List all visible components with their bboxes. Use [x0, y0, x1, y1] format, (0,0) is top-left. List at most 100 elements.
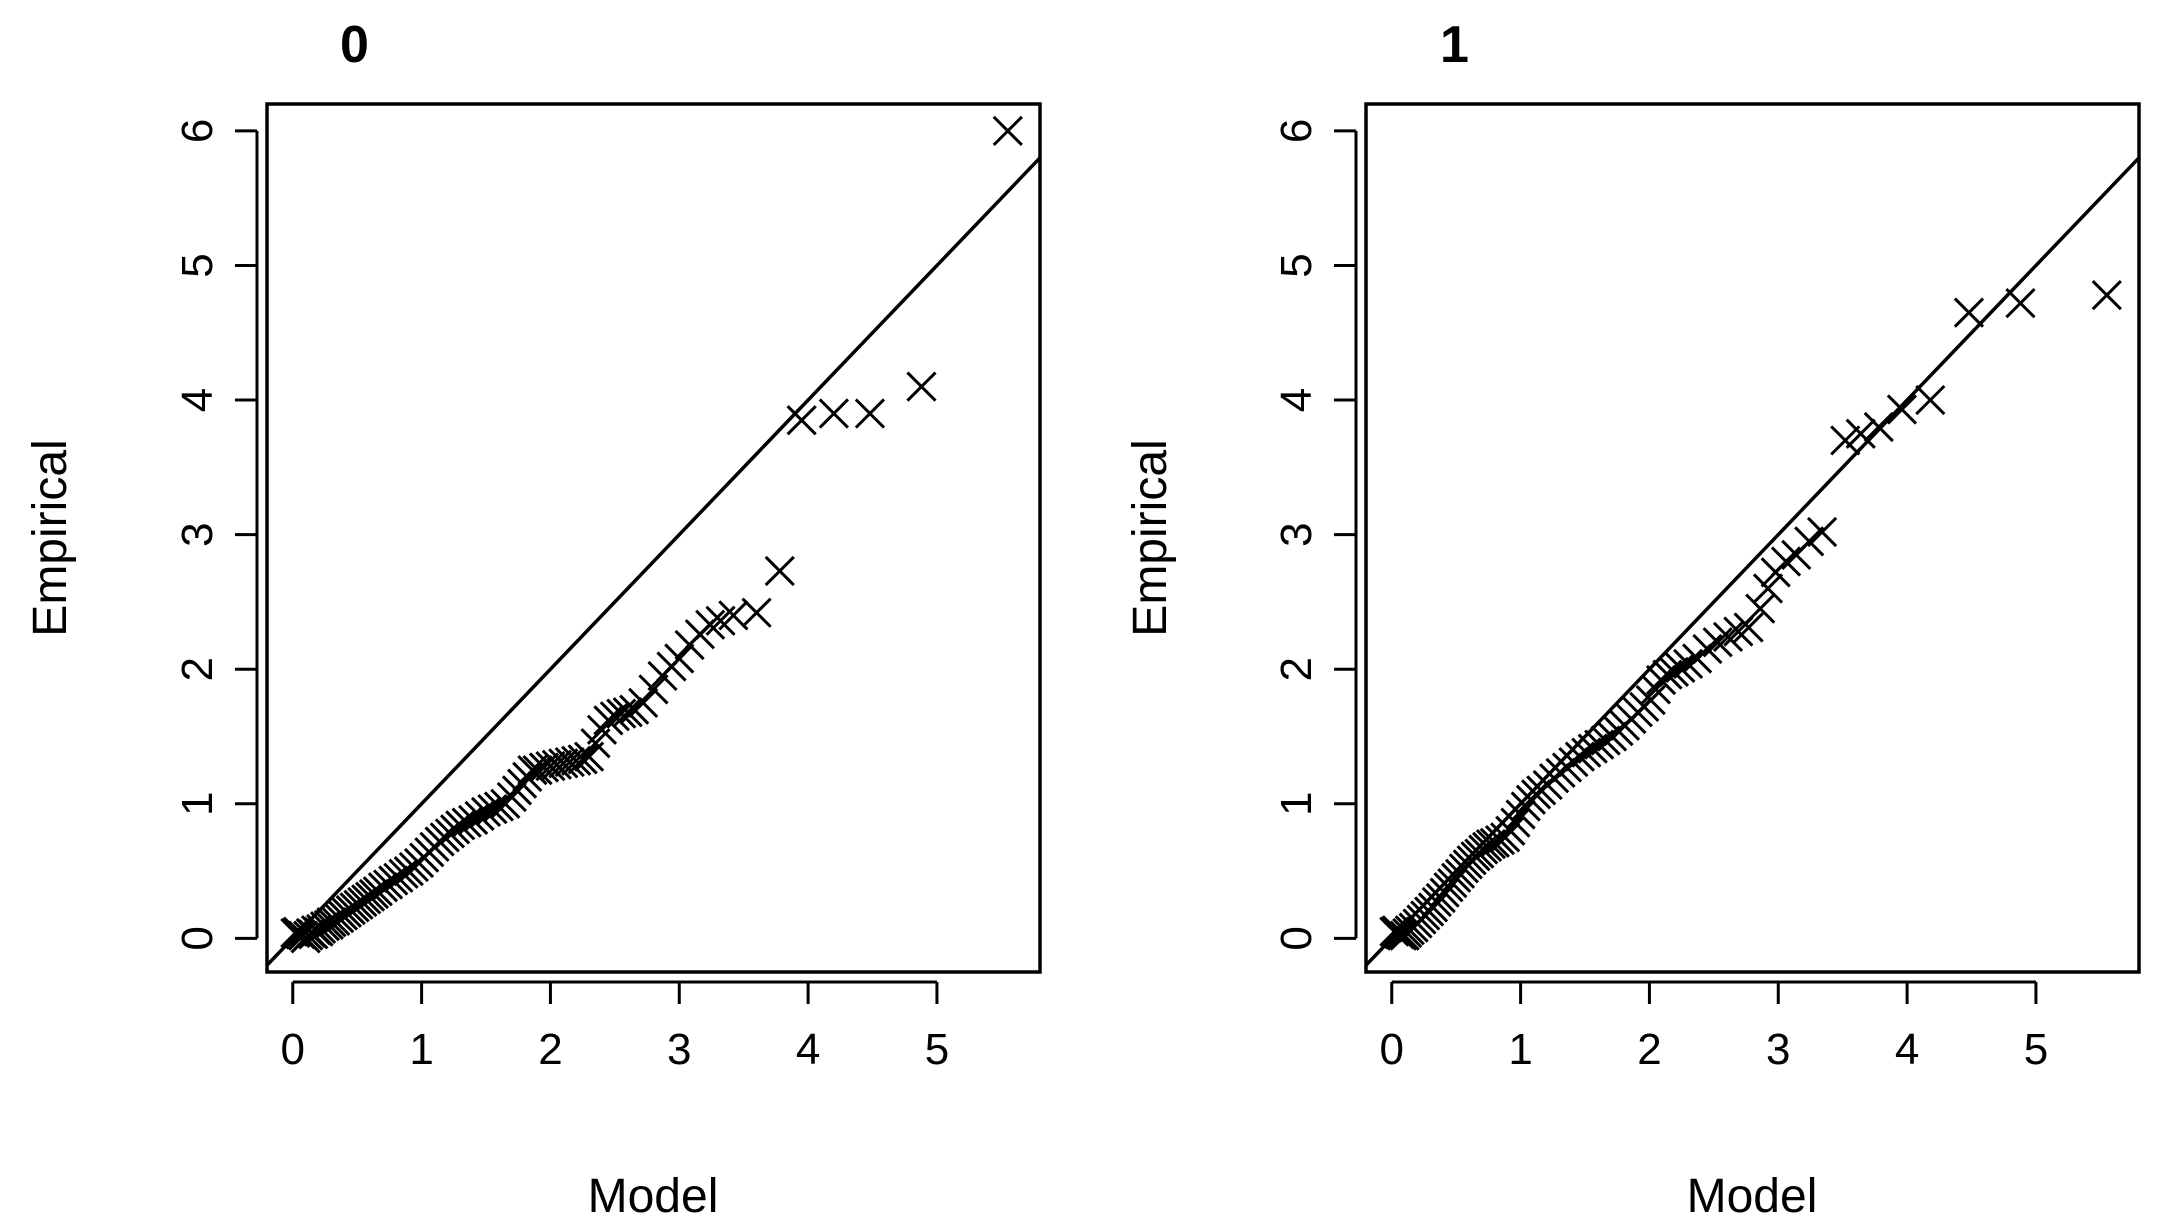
data-point	[567, 744, 598, 775]
data-point	[638, 674, 669, 705]
data-point	[1571, 737, 1602, 768]
y-tick-label: 3	[1272, 522, 1321, 546]
y-tick-label: 2	[1272, 657, 1321, 681]
x-tick-label: 3	[667, 1025, 691, 1074]
x-tick-label: 5	[925, 1025, 949, 1074]
marker-stroke	[854, 398, 886, 429]
x-axis-label: Model	[588, 1170, 719, 1223]
data-point	[786, 405, 817, 436]
data-point	[1845, 418, 1876, 449]
marker-stroke	[1665, 652, 1696, 683]
marker-stroke	[1475, 829, 1507, 860]
marker-stroke	[1953, 297, 1985, 328]
y-tick-label: 2	[173, 657, 222, 681]
y-tick-label: 1	[1272, 792, 1321, 816]
data-point	[1953, 297, 1985, 328]
y-tick-label: 6	[173, 119, 222, 143]
data-point	[718, 600, 749, 631]
marker-stroke	[628, 687, 659, 718]
data-point	[764, 555, 795, 587]
marker-stroke	[1886, 394, 1918, 425]
y-tick-label: 4	[173, 388, 222, 412]
marker-stroke	[612, 697, 643, 728]
data-point	[1577, 733, 1608, 764]
plot-frame	[265, 102, 1042, 974]
marker-stroke	[464, 800, 495, 832]
marker-stroke	[458, 804, 489, 836]
data-point	[1658, 656, 1690, 688]
data-point	[517, 755, 548, 786]
x-tick-label: 0	[281, 1025, 305, 1074]
marker-stroke	[1590, 725, 1621, 756]
y-tick-label: 3	[173, 522, 222, 546]
marker-stroke	[664, 643, 695, 674]
marker-stroke	[1845, 418, 1876, 449]
marker-stroke	[1495, 815, 1526, 846]
marker-stroke	[1752, 573, 1784, 604]
data-point	[854, 398, 886, 429]
marker-stroke	[1577, 733, 1608, 764]
data-point	[1830, 425, 1861, 456]
data-point	[695, 609, 726, 640]
marker-stroke	[1386, 920, 1418, 951]
data-point	[464, 800, 495, 832]
data-point	[1665, 652, 1696, 683]
marker-stroke	[567, 744, 598, 775]
data-point	[1386, 920, 1418, 951]
marker-stroke	[718, 600, 749, 631]
data-point	[1500, 807, 1531, 838]
reference-line	[265, 156, 1042, 967]
marker-stroke	[1500, 807, 1531, 838]
y-tick-label: 6	[1272, 119, 1321, 143]
y-axis: 0 1 2 3 4 5 6	[1272, 119, 1358, 951]
marker-stroke	[818, 398, 849, 429]
marker-stroke	[906, 371, 937, 402]
marker-stroke	[764, 555, 795, 587]
y-tick-label: 4	[1272, 388, 1321, 412]
x-tick-label: 5	[2024, 1025, 2048, 1074]
plot-area	[265, 102, 1042, 974]
data-point	[1584, 729, 1615, 760]
data-point	[458, 804, 489, 836]
data-point	[1794, 526, 1825, 557]
panel-title: 1	[1440, 16, 1469, 74]
marker-stroke	[786, 405, 817, 436]
x-tick-label: 2	[538, 1025, 562, 1074]
marker-stroke	[517, 755, 548, 786]
data-point	[573, 741, 605, 772]
data-point	[1495, 815, 1526, 846]
data-point	[1733, 612, 1764, 643]
marker-stroke	[580, 728, 611, 759]
x-tick-label: 3	[1766, 1025, 1790, 1074]
data-point	[1590, 725, 1621, 756]
plot-frame	[1364, 102, 2141, 974]
data-point	[1505, 799, 1536, 830]
data-point	[1915, 384, 1946, 416]
marker-stroke	[1584, 729, 1615, 760]
marker-stroke	[638, 674, 669, 705]
data-point	[664, 643, 695, 674]
y-axis-label: Empirical	[24, 439, 77, 636]
data-point	[1745, 593, 1776, 624]
panel-title: 0	[340, 16, 369, 74]
y-tick-label: 1	[173, 792, 222, 816]
marker-stroke	[1571, 737, 1602, 768]
data-point	[593, 705, 624, 736]
marker-stroke	[573, 741, 605, 772]
marker-stroke	[1672, 648, 1704, 679]
data-points	[280, 115, 1023, 954]
data-point	[580, 728, 611, 759]
marker-stroke	[1830, 425, 1861, 456]
data-point	[451, 807, 482, 838]
x-tick-label: 4	[1895, 1025, 1919, 1074]
marker-stroke	[2005, 288, 2036, 319]
x-tick-label: 4	[796, 1025, 820, 1074]
qq-panel-1: 1 0 1 2 3 4 5 0 1 2 3 4 5 6 Model Empirical	[1124, 16, 2141, 1223]
data-point	[1564, 741, 1595, 772]
data-point	[1886, 394, 1918, 425]
marker-stroke	[741, 597, 772, 628]
data-point	[992, 115, 1023, 147]
y-tick-label: 0	[173, 926, 222, 950]
